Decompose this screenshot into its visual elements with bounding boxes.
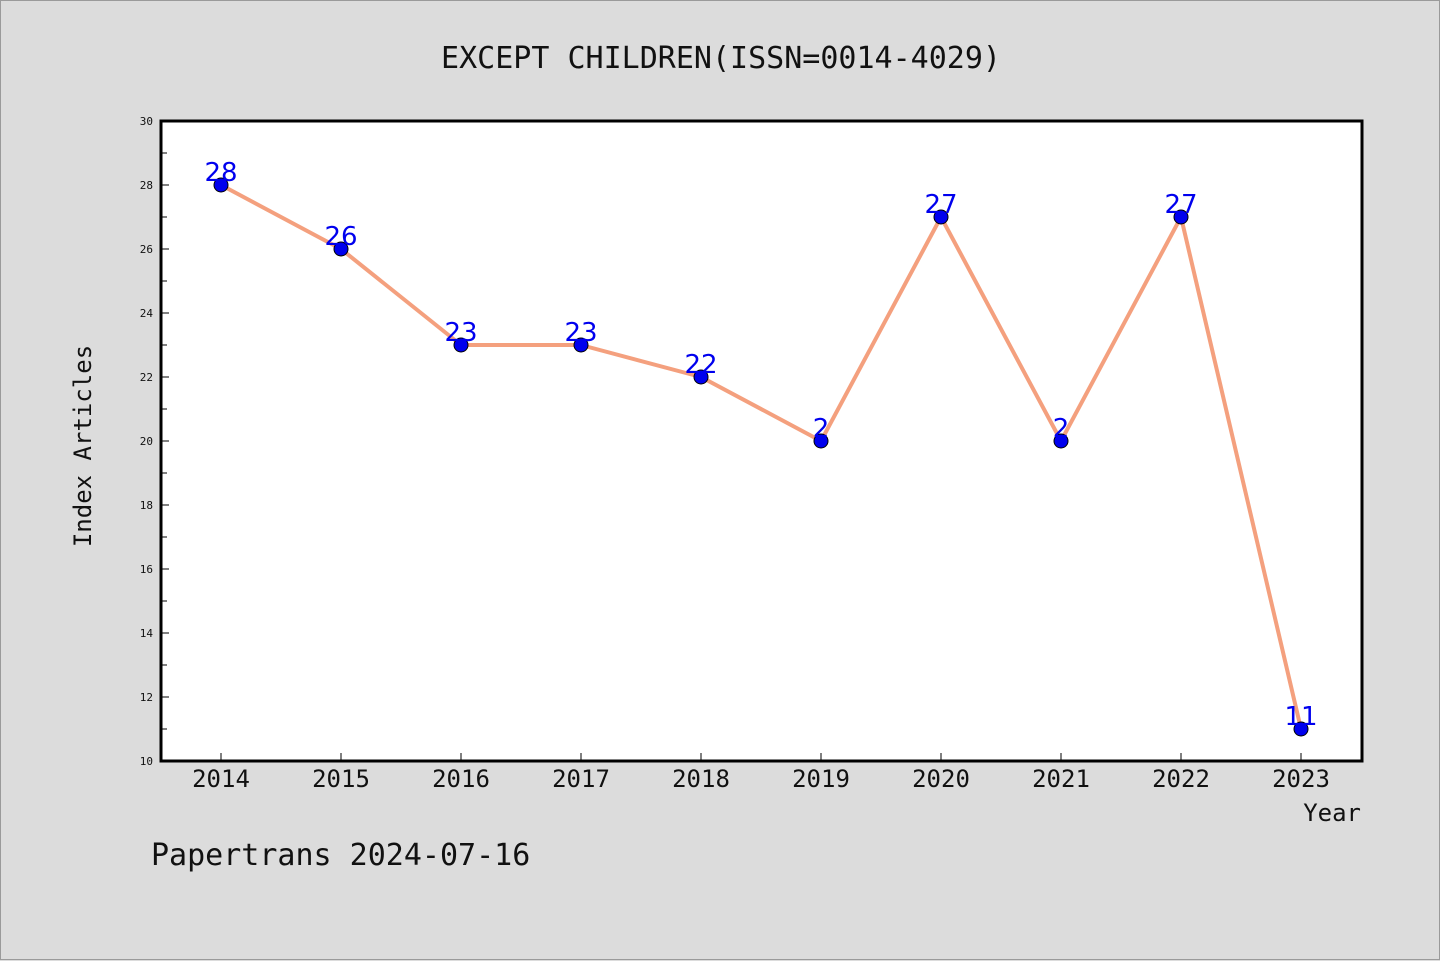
data-point xyxy=(573,337,589,353)
x-tick-label: 2017 xyxy=(552,765,610,793)
plot-area xyxy=(159,119,1364,763)
footer-watermark: Papertrans 2024-07-16 xyxy=(151,838,530,873)
y-tick-label: 18 xyxy=(140,499,153,512)
y-tick-label: 26 xyxy=(140,243,153,256)
data-label: 28 xyxy=(204,158,237,188)
series-line xyxy=(220,183,1303,730)
data-point xyxy=(1053,433,1069,449)
data-label: 2 xyxy=(813,414,830,444)
data-point xyxy=(1293,721,1309,737)
data-label: 23 xyxy=(564,318,597,348)
y-tick-label: 14 xyxy=(140,627,154,640)
data-label: 26 xyxy=(324,222,357,252)
y-axis-label: Index Articles xyxy=(69,345,97,547)
y-tick-label: 10 xyxy=(140,755,153,768)
x-tick-label: 2014 xyxy=(192,765,250,793)
x-axis-label: Year xyxy=(1303,799,1361,827)
y-tick-label: 24 xyxy=(140,307,154,320)
x-axis: 2014 2015 2016 2017 2018 2019 2020 2021 2022 2023 xyxy=(192,753,1330,793)
y-tick-label: 30 xyxy=(140,115,153,128)
data-point xyxy=(333,241,349,257)
chart-title: EXCEPT CHILDREN(ISSN=0014-4029) xyxy=(441,41,1001,76)
x-tick-label: 2022 xyxy=(1152,765,1210,793)
x-tick-label: 2016 xyxy=(432,765,490,793)
data-label: 22 xyxy=(684,350,717,380)
x-tick-label: 2018 xyxy=(672,765,730,793)
y-tick-label: 20 xyxy=(140,435,153,448)
data-point xyxy=(933,209,949,225)
data-point xyxy=(693,369,709,385)
y-tick-label: 16 xyxy=(140,563,153,576)
data-label: 27 xyxy=(924,190,957,220)
x-tick-label: 2020 xyxy=(912,765,970,793)
y-axis: 10 12 14 16 18 20 22 24 26 28 30 xyxy=(140,115,169,768)
y-tick-label: 22 xyxy=(140,371,153,384)
data-point xyxy=(213,177,229,193)
x-tick-label: 2019 xyxy=(792,765,850,793)
data-point xyxy=(453,337,469,353)
y-tick-label: 28 xyxy=(140,179,153,192)
x-tick-label: 2023 xyxy=(1272,765,1330,793)
data-point xyxy=(813,433,829,449)
x-tick-label: 2021 xyxy=(1032,765,1090,793)
data-point xyxy=(1173,209,1189,225)
data-label: 2 xyxy=(1053,414,1070,444)
data-label: 23 xyxy=(444,318,477,348)
x-tick-label: 2015 xyxy=(312,765,370,793)
data-label: 27 xyxy=(1164,190,1197,220)
y-tick-label: 12 xyxy=(140,691,153,704)
data-label: 11 xyxy=(1284,702,1317,732)
